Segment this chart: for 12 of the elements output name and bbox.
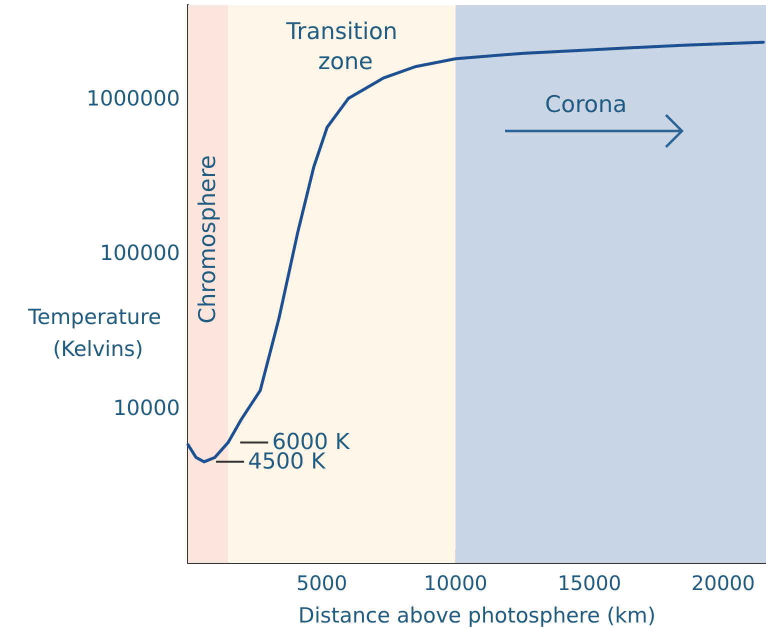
x-tick-label: 20000: [691, 571, 755, 595]
band-label: Chromosphere: [195, 155, 222, 324]
y-tick-label: 1000000: [86, 86, 180, 110]
y-axis-title: Temperature (Kelvins): [27, 305, 168, 361]
x-tick-label: 10000: [424, 571, 488, 595]
band-label: Transition zone: [285, 19, 398, 75]
x-tick-label: 15000: [558, 571, 622, 595]
x-axis-title: Distance above photosphere (km): [298, 604, 656, 628]
y-tick-label: 10000: [113, 396, 180, 420]
x-tick-label: 5000: [296, 571, 348, 595]
y-tick-label: 100000: [100, 241, 180, 266]
band-label: Corona: [545, 92, 627, 118]
